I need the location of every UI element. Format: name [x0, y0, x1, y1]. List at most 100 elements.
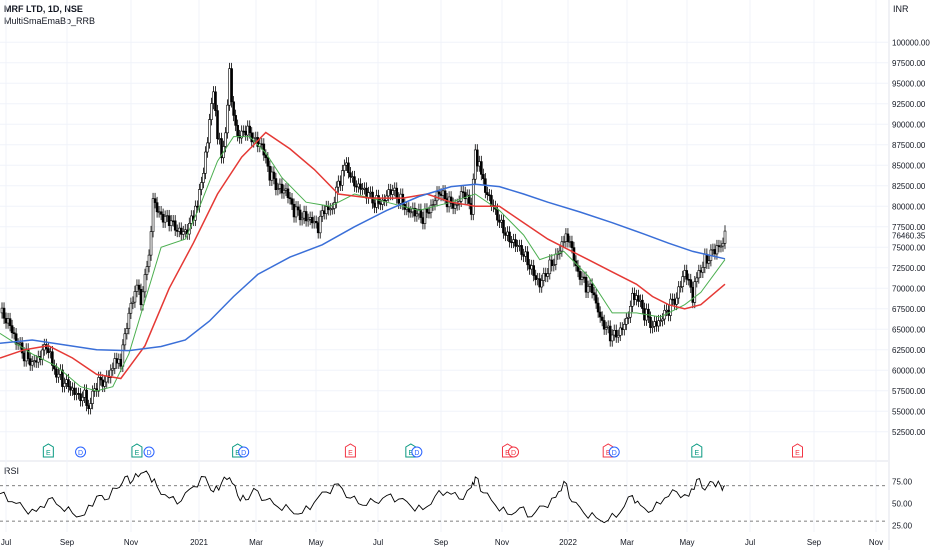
candle [272, 171, 276, 179]
candle [639, 299, 642, 302]
chart-title: MRF LTD, 1D, NSE [4, 4, 83, 14]
candle [435, 191, 439, 202]
candle [246, 125, 250, 136]
candle [179, 227, 183, 235]
candle [482, 174, 485, 180]
candle [347, 162, 350, 174]
candle [18, 342, 22, 345]
candle [276, 188, 280, 190]
y-tick-label: 65000.00 [892, 325, 926, 334]
y-tick-label: 92500.00 [892, 100, 926, 109]
candle [117, 358, 121, 364]
y-tick-label: 52500.00 [892, 428, 926, 437]
candle [566, 233, 570, 243]
candle [623, 324, 626, 330]
currency-label: INR [893, 4, 909, 14]
candle [375, 195, 378, 208]
candle [723, 230, 727, 244]
candle [437, 191, 441, 195]
event-label: D [414, 450, 419, 457]
candle [163, 215, 167, 223]
candle [715, 245, 719, 255]
candle [131, 301, 135, 304]
candle [697, 270, 701, 279]
candle [629, 306, 632, 318]
candle [538, 278, 542, 288]
candle [441, 190, 445, 196]
candle [683, 270, 687, 277]
candle [693, 281, 697, 303]
candle [357, 183, 360, 188]
event-marker [75, 446, 87, 458]
candle [459, 191, 463, 202]
x-tick-label: Sep [807, 538, 822, 547]
candle [655, 321, 658, 327]
candle [14, 333, 18, 345]
candle [129, 303, 133, 314]
y-tick-label: 77500.00 [892, 223, 926, 232]
candle [455, 204, 459, 206]
candle [647, 308, 650, 318]
candle [536, 278, 540, 280]
candle [590, 283, 594, 293]
candle [12, 332, 16, 335]
candle [528, 264, 531, 270]
candle [343, 164, 346, 171]
candle [592, 292, 596, 296]
candle [461, 191, 465, 193]
candle [51, 351, 54, 366]
candle [333, 202, 336, 209]
event-label: D [241, 450, 246, 457]
candle [177, 227, 181, 232]
event-marker [508, 446, 520, 458]
candle [260, 143, 264, 146]
event-label: D [511, 450, 516, 457]
candle [149, 231, 153, 256]
candle [530, 265, 533, 270]
candle [278, 183, 282, 189]
candle [173, 220, 177, 231]
candle [101, 379, 105, 387]
candle [596, 302, 600, 313]
candle [554, 253, 558, 265]
x-tick-label: 2022 [559, 538, 577, 547]
candle [395, 187, 399, 199]
candle [161, 214, 165, 223]
candle [212, 91, 215, 104]
candle [389, 189, 392, 195]
candle [393, 187, 397, 191]
candle [552, 264, 556, 267]
candle [326, 206, 330, 210]
candle [651, 326, 654, 328]
candle [288, 197, 292, 200]
x-tick-label: Jul [745, 538, 755, 547]
candle [316, 222, 320, 234]
y-tick-label: 75000.00 [892, 243, 926, 252]
candle [631, 292, 634, 307]
candle [208, 119, 211, 144]
candle [522, 254, 525, 257]
candle [542, 273, 546, 281]
candle [81, 396, 84, 402]
candle [677, 286, 680, 299]
series-line-sma_mid [0, 131, 726, 380]
rsi-pane-label: RSI [4, 466, 20, 476]
event-label: E [46, 450, 51, 457]
candle [625, 318, 628, 325]
candle [600, 316, 604, 321]
candle [671, 298, 674, 301]
candle [588, 283, 592, 287]
candle [103, 381, 107, 387]
candle [145, 266, 149, 275]
candle [502, 219, 505, 234]
x-tick-label: May [679, 538, 694, 547]
candle [641, 299, 644, 309]
candle [139, 289, 143, 306]
candle [544, 273, 548, 277]
candle [137, 284, 141, 290]
candle [598, 311, 602, 318]
candle [699, 270, 703, 273]
y-tick-label: 100000.00 [892, 38, 930, 47]
candle [431, 204, 435, 206]
